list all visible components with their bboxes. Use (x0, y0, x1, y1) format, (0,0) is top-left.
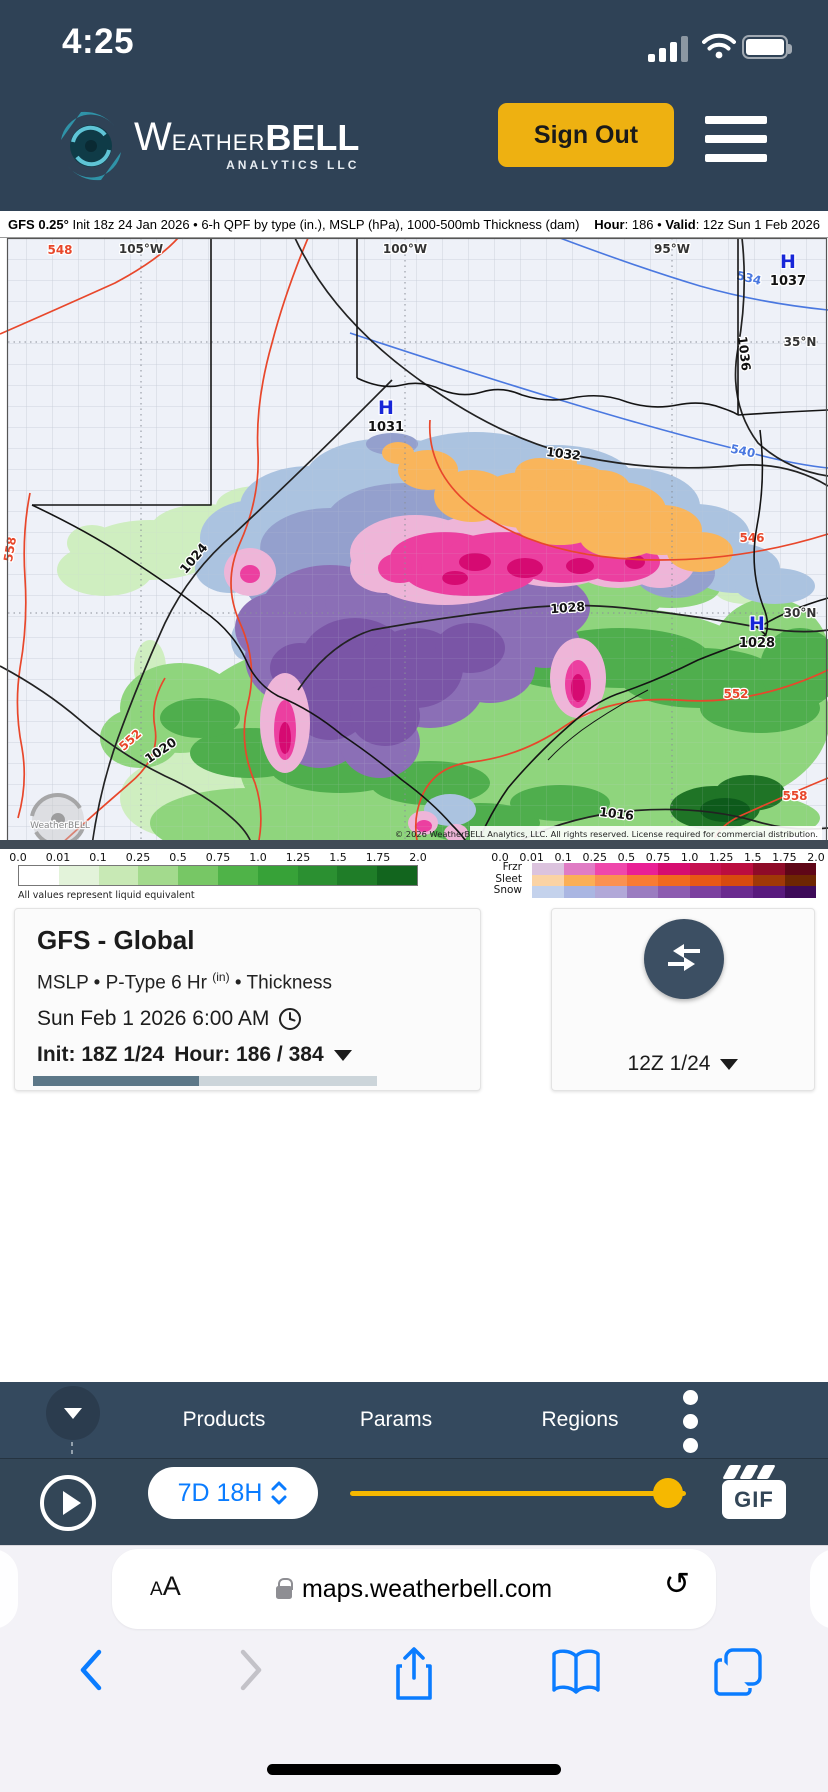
play-icon (63, 1491, 81, 1515)
forecast-map[interactable]: 548 558 546 552 558 552 534 540 1032 1 (0, 237, 828, 858)
nav-products[interactable]: Products (182, 1408, 266, 1431)
model-card: GFS - Global MSLP • P-Type 6 Hr (in) • T… (14, 908, 481, 1091)
map-title-bar: GFS 0.25° Init 18z 24 Jan 2026 • 6-h QPF… (0, 211, 828, 238)
home-indicator[interactable] (267, 1764, 561, 1775)
ptype-color-bars (532, 863, 817, 898)
next-tab-edge[interactable] (810, 1549, 828, 1629)
animation-player-bar: 7D 18H GIF (0, 1458, 828, 1545)
chevron-down-icon (720, 1058, 739, 1070)
cellular-signal-icon (648, 36, 692, 62)
valid-time-row: Sun Feb 1 2026 6:00 AM (37, 1007, 480, 1031)
chevron-up-down-icon (271, 1481, 287, 1505)
weatherbell-logo: WEATHERBELL ANALYTICS LLC (48, 92, 359, 196)
brand-text: W (134, 115, 172, 159)
legend-note: All values represent liquid equivalent (18, 890, 195, 901)
init-hour-selector[interactable]: Init: 18Z 1/24 Hour: 186 / 384 (37, 1043, 480, 1067)
nav-regions[interactable]: Regions (541, 1408, 619, 1431)
film-flaps-icon (722, 1465, 782, 1479)
chevron-down-icon (333, 1049, 352, 1061)
url-text: maps.weatherbell.com (112, 1549, 716, 1629)
graticule (8, 238, 820, 842)
reload-button[interactable]: ↻ (664, 1566, 690, 1602)
app-header: 4:25 (0, 0, 828, 211)
wifi-icon (702, 33, 736, 64)
svg-text:35°N: 35°N (784, 335, 817, 349)
svg-text:1031: 1031 (368, 420, 404, 435)
svg-text:1016: 1016 (598, 804, 635, 823)
status-time: 4:25 (62, 22, 135, 61)
bookmarks-button[interactable] (550, 1646, 602, 1703)
svg-text:WeatherBELL: WeatherBELL (30, 821, 90, 831)
back-button[interactable] (75, 1646, 105, 1699)
svg-text:1036: 1036 (735, 335, 754, 372)
ptype-scale-ticks: 0.0 0.01 0.1 0.25 0.5 0.75 1.0 1.25 1.5 1.75 … (491, 851, 825, 864)
collapse-panel-button[interactable] (46, 1386, 100, 1440)
safari-bottom-chrome: AA maps.weatherbell.com ↻ (0, 1545, 828, 1792)
clock-icon (279, 1008, 302, 1031)
svg-text:552: 552 (723, 687, 748, 701)
svg-text:H: H (749, 613, 765, 635)
model-params: MSLP • P-Type 6 Hr (in) • Thickness (37, 970, 332, 994)
reader-options-button[interactable]: AA (150, 1571, 181, 1601)
svg-text:1037: 1037 (770, 274, 806, 289)
compare-card: 12Z 1/24 (551, 908, 815, 1091)
bottom-nav-bar: Products Params Regions (0, 1382, 828, 1476)
svg-text:H: H (780, 251, 796, 273)
ptype-row-labels: Frzr Sleet Snow (493, 861, 522, 896)
graticule-labels: 105°W 100°W 95°W 35°N 30°N (118, 241, 818, 622)
forward-button[interactable] (237, 1646, 267, 1699)
export-gif-button[interactable]: GIF (722, 1465, 786, 1519)
compare-runs-button[interactable] (644, 919, 724, 999)
svg-text:558: 558 (782, 789, 807, 803)
pressure-highs: H 1031 H 1037 H 1028 (367, 250, 808, 653)
svg-text:548: 548 (47, 243, 72, 257)
address-bar[interactable]: AA maps.weatherbell.com ↻ (112, 1549, 716, 1629)
svg-text:1028: 1028 (550, 599, 586, 616)
legend-scales: 0.0 0.01 0.1 0.25 0.5 0.75 1.0 1.25 1.5 1.75 … (0, 849, 828, 905)
brand-subtext: ANALYTICS LLC (226, 158, 360, 172)
state-borders (31, 238, 828, 846)
share-button[interactable] (392, 1646, 436, 1707)
svg-text:H: H (378, 397, 394, 419)
nav-params[interactable]: Params (359, 1408, 433, 1431)
svg-text:558: 558 (1, 536, 19, 563)
chevron-down-icon (64, 1407, 82, 1419)
blue-contours (349, 237, 828, 469)
slider-thumb[interactable] (652, 1478, 683, 1508)
qpf-scale-ticks: 0.0 0.01 0.1 0.25 0.5 0.75 1.0 1.25 1.5 1.75 … (9, 851, 427, 864)
svg-text:© 2026 WeatherBELL Analytics,: © 2026 WeatherBELL Analytics, LLC. All r… (395, 829, 818, 839)
play-button[interactable] (40, 1475, 96, 1531)
map-title-left: GFS 0.25° Init 18z 24 Jan 2026 • 6-h QPF… (8, 216, 580, 232)
svg-text:1032: 1032 (545, 444, 581, 463)
map-title-right: Hour: 186 • Valid: 12z Sun 1 Feb 2026 (594, 216, 820, 232)
battery-icon (742, 35, 792, 59)
isobars (0, 237, 828, 846)
compare-arrows-icon (668, 944, 700, 971)
more-menu-icon[interactable] (683, 1390, 698, 1462)
qpf-color-bar (18, 865, 418, 886)
svg-text:546: 546 (739, 531, 764, 545)
svg-text:105°W: 105°W (119, 242, 163, 256)
svg-text:1028: 1028 (739, 636, 775, 651)
compare-run-selector[interactable]: 12Z 1/24 (552, 1052, 814, 1076)
time-range-selector[interactable]: 7D 18H (148, 1467, 318, 1519)
lock-icon (275, 1577, 294, 1599)
tabs-button[interactable] (712, 1646, 764, 1703)
svg-text:100°W: 100°W (383, 242, 427, 256)
frame-slider[interactable] (350, 1478, 686, 1508)
hamburger-menu-icon[interactable] (705, 116, 767, 162)
svg-text:95°W: 95°W (654, 242, 690, 256)
blue-contour-labels: 534 540 (728, 267, 764, 462)
forecast-progress-bar[interactable] (33, 1076, 377, 1086)
svg-text:540: 540 (729, 442, 756, 461)
hurricane-logo-icon (61, 111, 121, 181)
watermark: WeatherBELL (29, 793, 91, 847)
svg-text:30°N: 30°N (784, 606, 817, 620)
model-title: GFS - Global (37, 925, 195, 955)
map-copyright: © 2026 WeatherBELL Analytics, LLC. All r… (395, 826, 822, 841)
sign-out-button[interactable]: Sign Out (498, 103, 674, 167)
prev-tab-edge[interactable] (0, 1549, 18, 1629)
